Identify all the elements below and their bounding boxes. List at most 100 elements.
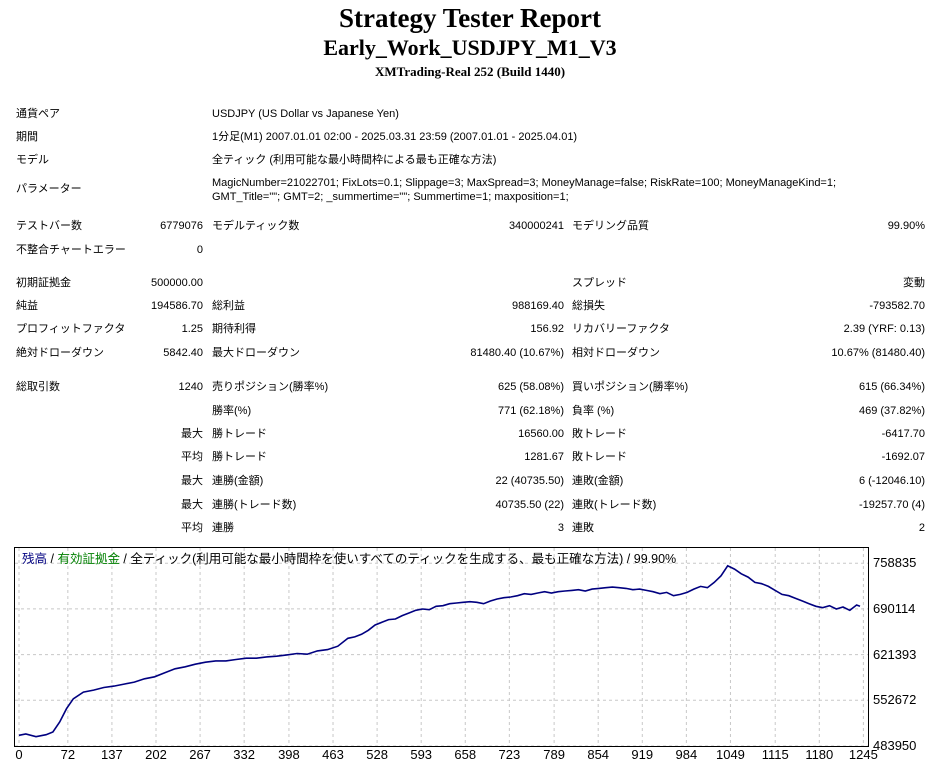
legend-equity: 有効証拠金 bbox=[57, 552, 120, 566]
deposit-label: 初期証拠金 bbox=[16, 277, 71, 289]
x-tick-label: 1180 bbox=[805, 747, 834, 762]
winrate-value: 771 (62.18%) bbox=[497, 405, 564, 417]
balance-chart-svg bbox=[15, 548, 868, 747]
x-tick-label: 463 bbox=[322, 747, 344, 762]
x-tick-label: 332 bbox=[233, 747, 256, 762]
x-tick-label: 593 bbox=[410, 747, 433, 762]
x-tick-label: 137 bbox=[101, 747, 123, 762]
expert-name: Early_Work_USDJPY_M1_V3 bbox=[323, 35, 617, 60]
x-tick-label: 528 bbox=[366, 747, 388, 762]
symbol-label: 通貨ペア bbox=[16, 108, 60, 120]
max-cons-losses-label: 連敗(金額) bbox=[572, 475, 624, 487]
max-cons-wins-value: 22 (40735.50) bbox=[495, 475, 565, 487]
max-cons-losses-value: 6 (-12046.10) bbox=[858, 475, 925, 487]
avg-loss-label: 敗トレード bbox=[572, 451, 627, 463]
max-dd-label: 最大ドローダウン bbox=[212, 347, 300, 359]
y-tick-label: 483950 bbox=[873, 738, 917, 753]
spread-label: スプレッド bbox=[572, 277, 627, 289]
mismatch-value: 0 bbox=[196, 244, 203, 256]
x-tick-label: 723 bbox=[498, 747, 521, 762]
max-cons-profit-value: 40735.50 (22) bbox=[495, 499, 565, 511]
avg-prefix-2: 平均 bbox=[181, 522, 203, 534]
largest-loss-value: -6417.70 bbox=[881, 428, 925, 440]
lossrate-label: 負率 (%) bbox=[572, 405, 615, 417]
trades-label: 総取引数 bbox=[16, 381, 60, 393]
largest-win-label: 勝トレード bbox=[212, 428, 267, 440]
lossrate-value: 469 (37.82%) bbox=[858, 405, 925, 417]
x-tick-label: 789 bbox=[543, 747, 565, 762]
model-value: 全ティック (利用可能な最小時間枠による最も正確な方法) bbox=[212, 154, 497, 166]
params-label: パラメーター bbox=[16, 183, 82, 195]
params-line2: GMT_Title=""; GMT=2; _summertime=""; Sum… bbox=[212, 191, 569, 203]
max-cons-loss-label: 連敗(トレード数) bbox=[572, 499, 657, 511]
avg-cons-losses-label: 連敗 bbox=[572, 522, 594, 534]
short-value: 625 (58.08%) bbox=[497, 381, 564, 393]
max-dd-value: 81480.40 (10.67%) bbox=[470, 347, 564, 359]
largest-win-value: 16560.00 bbox=[518, 428, 564, 440]
abs-dd-label: 絶対ドローダウン bbox=[16, 347, 104, 359]
avg-cons-losses-value: 2 bbox=[918, 522, 925, 534]
x-tick-label: 0 bbox=[15, 747, 23, 762]
y-tick-label: 621393 bbox=[873, 646, 917, 662]
pf-label: プロフィットファクタ bbox=[16, 323, 126, 335]
trades-value: 1240 bbox=[178, 381, 203, 393]
bars-value: 6779076 bbox=[160, 220, 203, 232]
gross-loss-label: 総損失 bbox=[572, 300, 605, 312]
x-tick-label: 1115 bbox=[761, 747, 789, 762]
avg-cons-wins-label: 連勝 bbox=[212, 522, 234, 534]
long-value: 615 (66.34%) bbox=[858, 381, 925, 393]
x-tick-label: 72 bbox=[60, 747, 76, 762]
winrate-label: 勝率(%) bbox=[212, 405, 252, 417]
recovery-label: リカバリーファクタ bbox=[572, 323, 670, 335]
balance-line bbox=[18, 564, 861, 738]
x-tick-label: 398 bbox=[278, 747, 300, 762]
recovery-value: 2.39 (YRF: 0.13) bbox=[843, 323, 925, 335]
max-prefix: 最大 bbox=[181, 428, 203, 440]
legend-balance: 残高 bbox=[22, 552, 48, 566]
server-info: XMTrading-Real 252 (Build 1440) bbox=[374, 64, 566, 79]
payoff-value: 156.92 bbox=[530, 323, 564, 335]
y-tick-label: 758835 bbox=[873, 555, 917, 571]
largest-loss-label: 敗トレード bbox=[572, 428, 627, 440]
avg-win-value: 1281.67 bbox=[524, 451, 564, 463]
symbol-value: USDJPY (US Dollar vs Japanese Yen) bbox=[212, 108, 399, 120]
chart-legend: 残高 / 有効証拠金 / 全ティック(利用可能な最小時間枠を使いすべてのティック… bbox=[22, 552, 676, 566]
chart-grid bbox=[15, 548, 868, 747]
max-cons-profit-label: 連勝(トレード数) bbox=[212, 499, 297, 511]
deposit-value: 500000.00 bbox=[151, 277, 203, 289]
x-tick-label: 984 bbox=[675, 747, 698, 762]
x-tick-label: 267 bbox=[189, 747, 211, 762]
quality-value: 99.90% bbox=[887, 220, 925, 232]
abs-dd-value: 5842.40 bbox=[163, 347, 203, 359]
rel-dd-label: 相対ドローダウン bbox=[572, 347, 660, 359]
x-tick-label: 658 bbox=[454, 747, 477, 762]
max-cons-loss-value: -19257.70 (4) bbox=[858, 499, 925, 511]
avg-win-label: 勝トレード bbox=[212, 451, 267, 463]
legend-rest: / 全ティック(利用可能な最小時間枠を使いすべてのティックを生成する、最も正確な… bbox=[119, 552, 677, 566]
period-value: 1分足(M1) 2007.01.01 02:00 - 2025.03.31 23… bbox=[212, 131, 578, 143]
x-tick-label: 1049 bbox=[715, 747, 745, 762]
net-label: 純益 bbox=[16, 300, 38, 312]
x-tick-label: 854 bbox=[587, 747, 610, 762]
avg-loss-value: -1692.07 bbox=[881, 451, 925, 463]
mismatch-label: 不整合チャートエラー bbox=[16, 244, 126, 256]
gross-profit-value: 988169.40 bbox=[512, 300, 564, 312]
model-label: モデル bbox=[16, 154, 49, 166]
x-tick-label: 919 bbox=[631, 747, 654, 762]
max-cons-wins-label: 連勝(金額) bbox=[212, 475, 264, 487]
balance-chart bbox=[14, 547, 869, 747]
avg-prefix: 平均 bbox=[181, 451, 203, 463]
spread-value: 変動 bbox=[903, 277, 925, 289]
max-prefix-2: 最大 bbox=[181, 475, 203, 487]
report-title: Strategy Tester Report bbox=[339, 3, 601, 33]
bars-label: テストバー数 bbox=[16, 220, 82, 232]
long-label: 買いポジション(勝率%) bbox=[572, 381, 689, 393]
y-tick-label: 690114 bbox=[873, 600, 916, 616]
gross-profit-label: 総利益 bbox=[212, 300, 245, 312]
ticks-value: 340000241 bbox=[508, 220, 564, 232]
net-value: 194586.70 bbox=[151, 300, 203, 312]
avg-cons-wins-value: 3 bbox=[557, 522, 564, 534]
legend-sep: / bbox=[47, 552, 58, 566]
x-tick-label: 1245 bbox=[848, 747, 878, 762]
gross-loss-value: -793582.70 bbox=[869, 300, 925, 312]
